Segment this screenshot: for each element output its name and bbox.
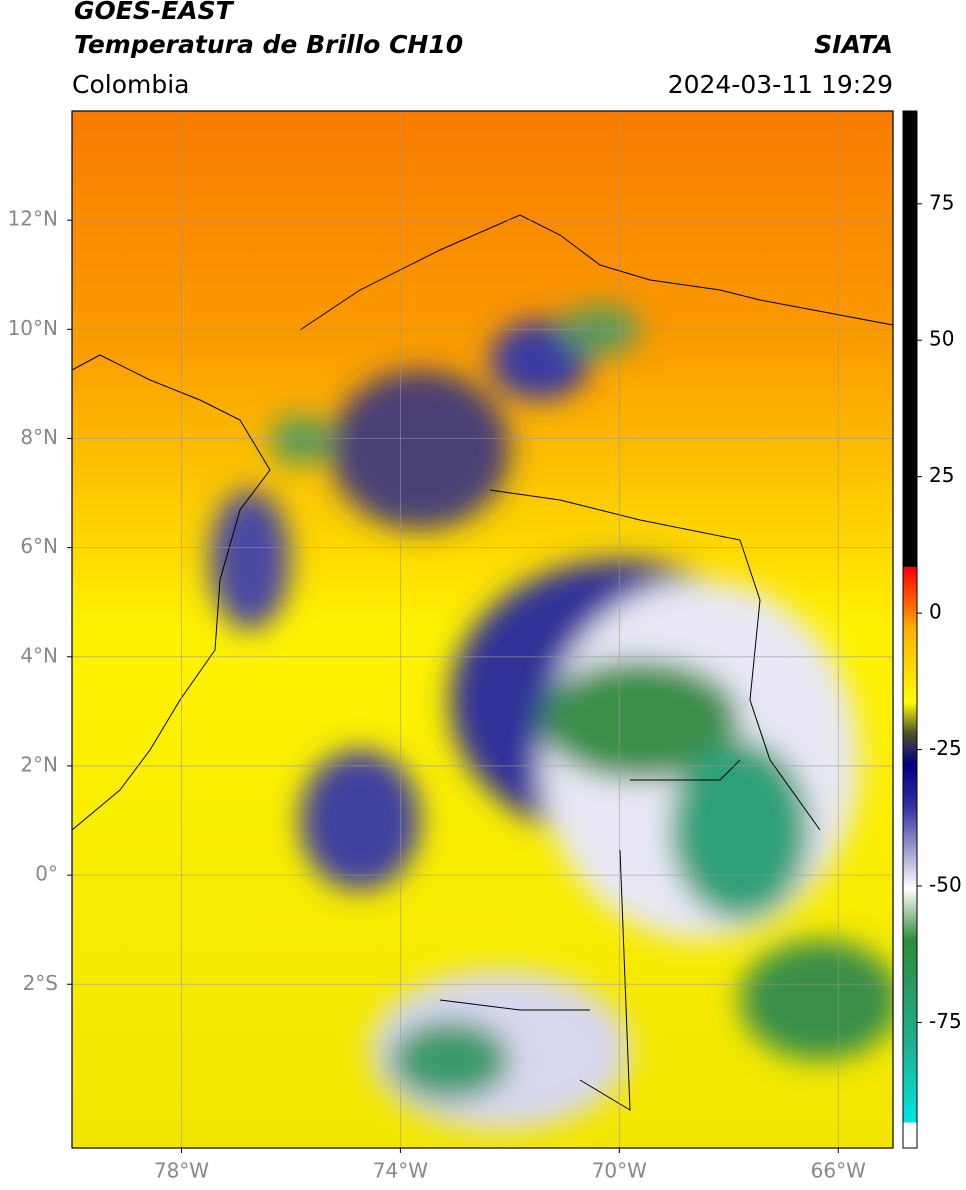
y-tick-label: 4°N: [20, 643, 58, 667]
y-tick-label: 12°N: [8, 207, 58, 231]
product-title: Temperatura de Brillo CH10: [74, 30, 464, 59]
colorbar-tick-label: 50: [929, 327, 954, 351]
colorbar-tick-label: 0: [929, 600, 942, 624]
y-tick-label: 2°S: [23, 971, 58, 995]
map-frame: [71, 110, 894, 1149]
satellite-title: GOES-EAST: [74, 0, 233, 25]
y-tick-label: 10°N: [8, 316, 58, 340]
x-tick-label: 78°W: [154, 1159, 209, 1183]
datetime-label: 2024-03-11 19:29: [667, 70, 893, 99]
y-tick-label: 8°N: [20, 425, 58, 449]
colorbar-tick-label: 75: [929, 190, 954, 214]
y-tick-label: 6°N: [20, 534, 58, 558]
y-tick-label: 2°N: [20, 752, 58, 776]
colorbar-tick-label: 25: [929, 463, 954, 487]
source-title: SIATA: [814, 30, 893, 59]
region-label: Colombia: [72, 70, 190, 99]
x-tick-label: 66°W: [811, 1159, 866, 1183]
colorbar-tick-label: -50: [929, 873, 962, 897]
x-tick-label: 70°W: [592, 1159, 647, 1183]
map-imagery: [72, 111, 893, 1148]
x-tick-label: 74°W: [373, 1159, 428, 1183]
colorbar: [902, 110, 918, 1149]
colorbar-tick-label: -25: [929, 736, 962, 760]
y-tick-label: 0°: [35, 862, 58, 886]
colorbar-tick-label: -75: [929, 1009, 962, 1033]
